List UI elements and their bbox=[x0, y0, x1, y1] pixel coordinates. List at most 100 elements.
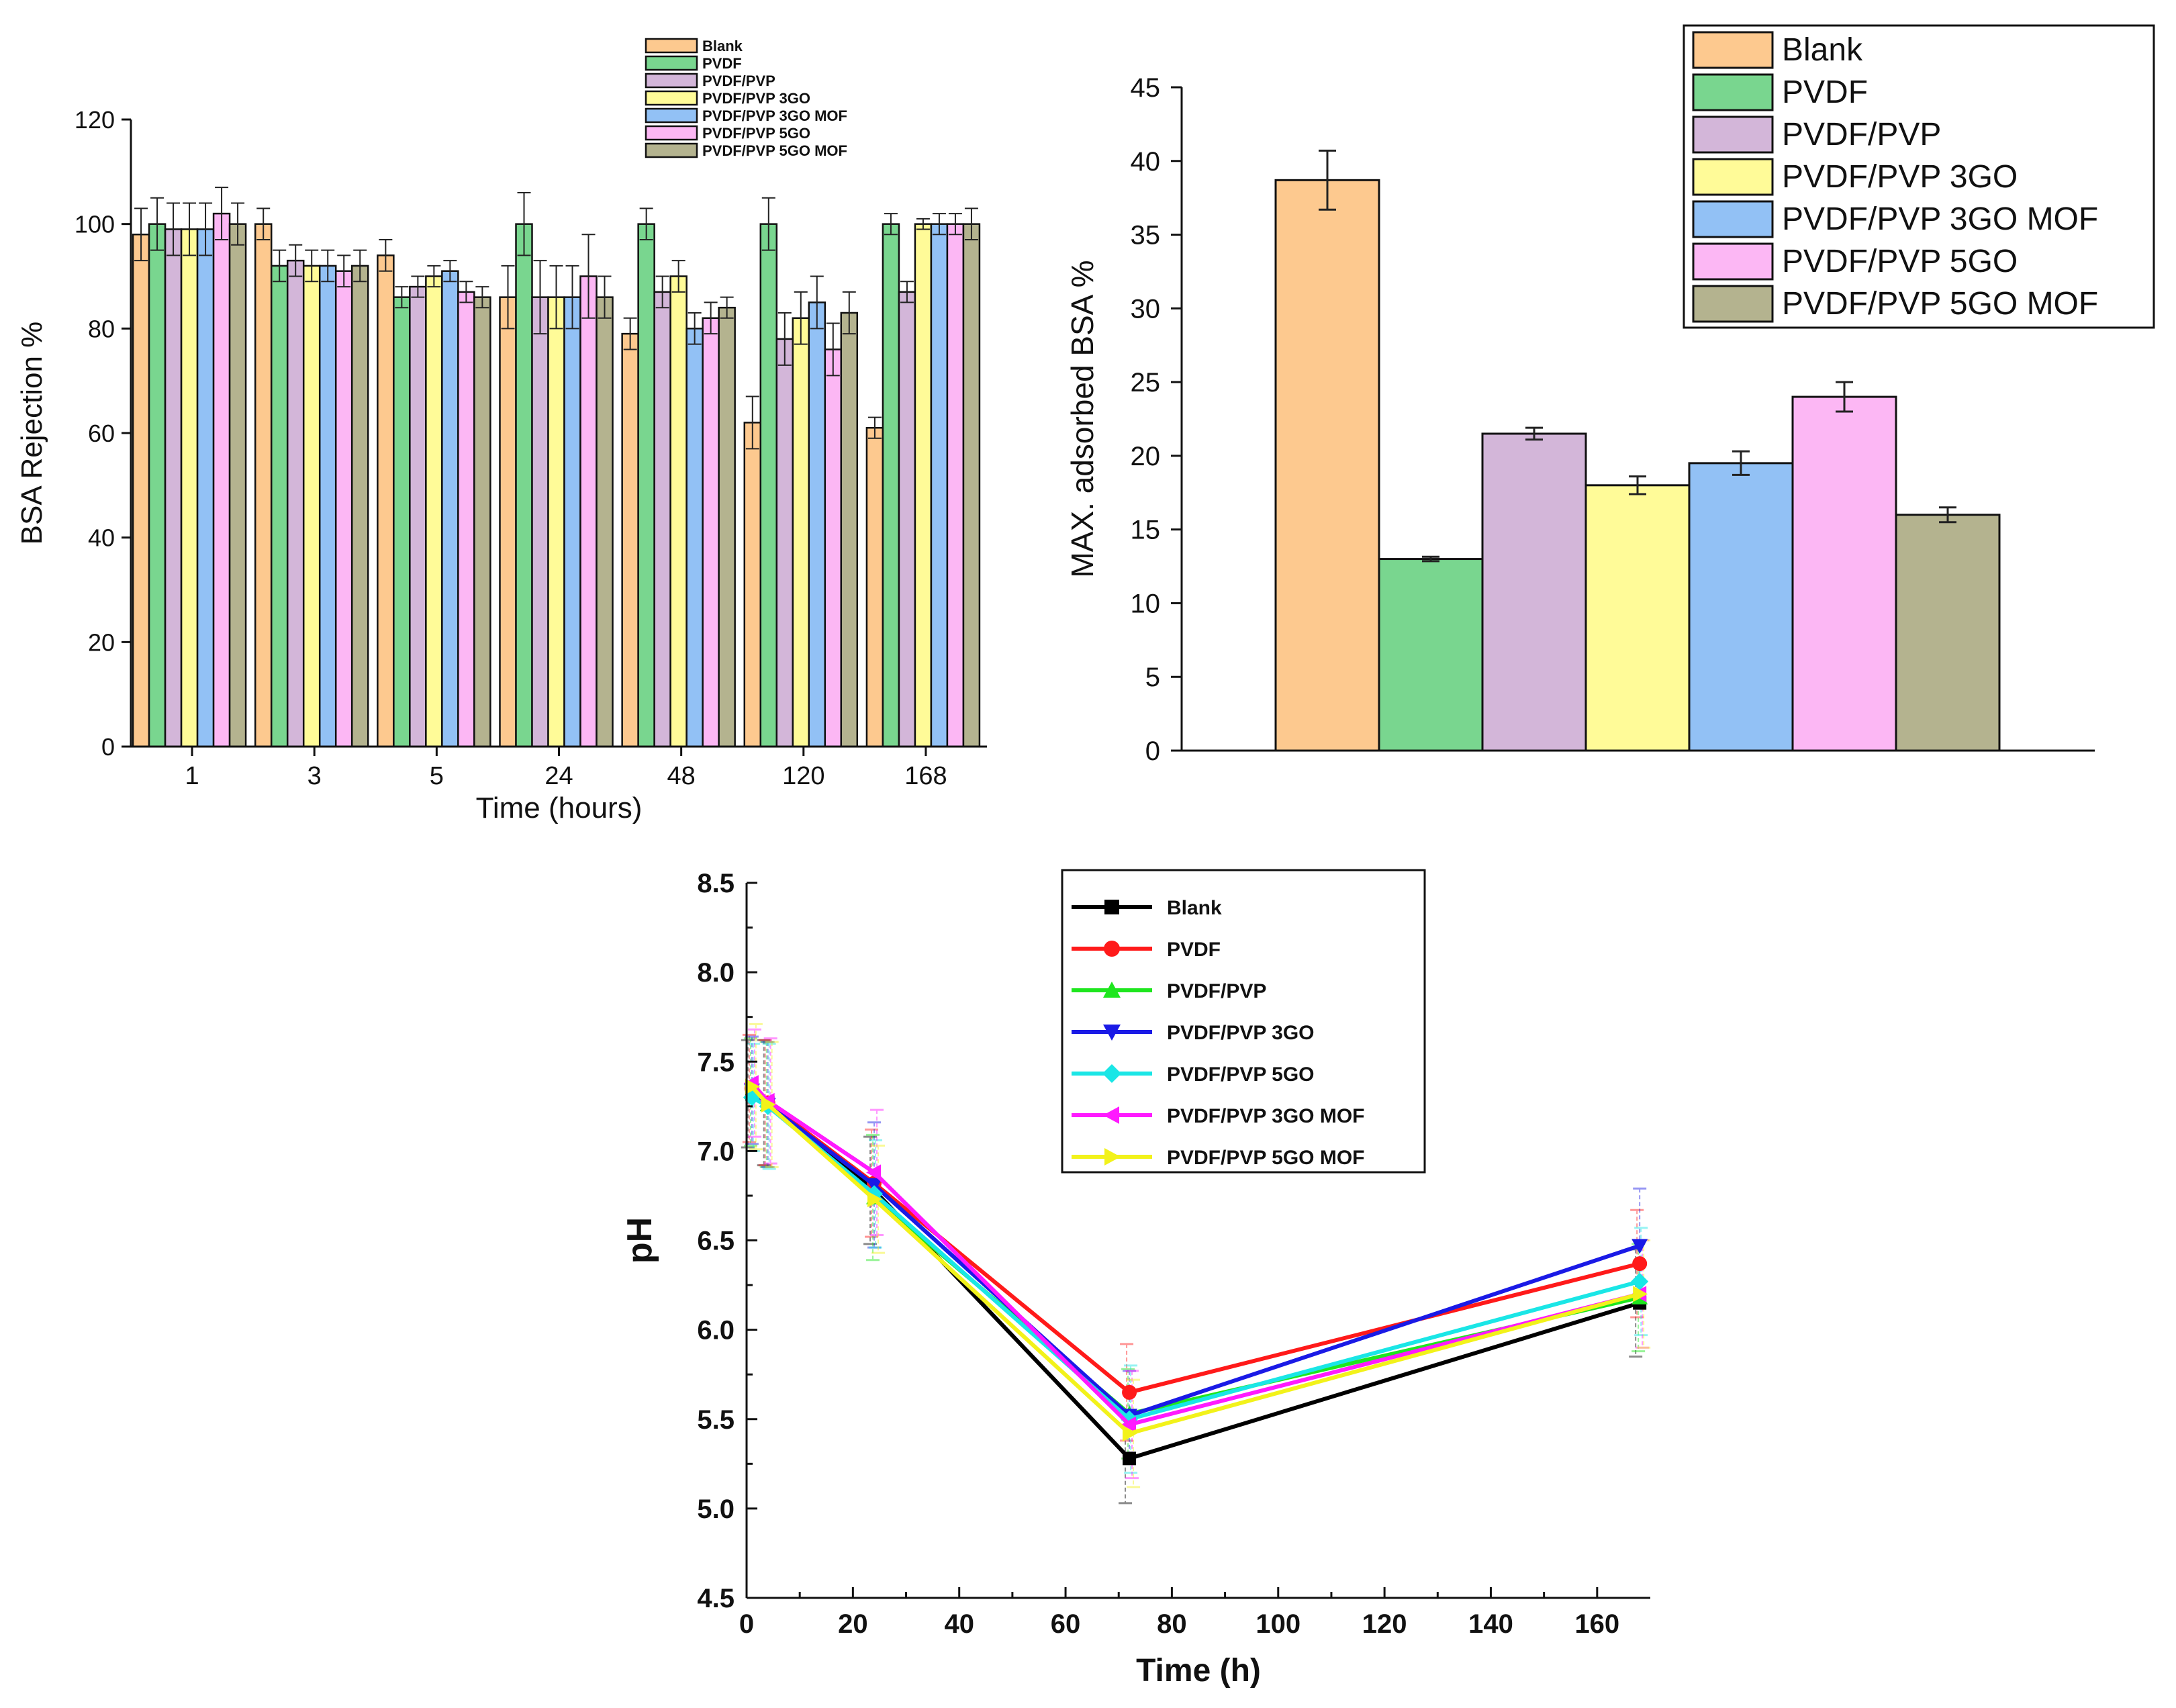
legend-label: PVDF bbox=[702, 55, 742, 72]
x-tick-label: 24 bbox=[545, 762, 573, 790]
bar bbox=[254, 223, 273, 748]
error-bar bbox=[256, 207, 271, 241]
max-adsorbed-bsa-chart: 0 5 10 15 20 25 30 35 40 45 MAX. adsorbed BSA % Bla… bbox=[1065, 24, 2155, 766]
legend-swatch bbox=[645, 55, 698, 71]
y-tick-label: 15 bbox=[1131, 516, 1161, 545]
bar bbox=[531, 296, 549, 748]
bar bbox=[865, 426, 884, 748]
error-bar bbox=[501, 265, 515, 330]
y-tick-label: 30 bbox=[1131, 294, 1161, 324]
x-axis-label: Time (hours) bbox=[476, 792, 643, 824]
x-tick-label: 100 bbox=[1256, 1609, 1300, 1639]
bar bbox=[824, 348, 843, 748]
marker-diamond bbox=[1102, 1064, 1121, 1083]
bar bbox=[1688, 462, 1794, 752]
bar bbox=[164, 228, 183, 748]
bar bbox=[669, 275, 688, 748]
y-axis-label: pH bbox=[620, 1217, 659, 1264]
legend-swatch bbox=[1692, 285, 1774, 323]
y-tick-label: 10 bbox=[1131, 589, 1161, 618]
error-bar bbox=[1422, 555, 1439, 563]
bar bbox=[318, 265, 337, 748]
y-tick-label: 6.0 bbox=[697, 1316, 735, 1345]
legend-label: PVDF/PVP 5GO bbox=[702, 125, 810, 142]
bar bbox=[441, 270, 459, 748]
error-bar bbox=[871, 1144, 886, 1254]
legend-swatch bbox=[645, 125, 698, 141]
x-tick-label: 120 bbox=[782, 762, 824, 790]
x-tick-label: 20 bbox=[838, 1609, 868, 1639]
error-bar bbox=[826, 322, 840, 377]
bar bbox=[808, 301, 826, 748]
bar bbox=[563, 296, 581, 748]
error-bar bbox=[869, 1139, 883, 1249]
bar bbox=[1584, 484, 1691, 752]
marker-triangle-left bbox=[1103, 1106, 1119, 1124]
error-bar bbox=[289, 244, 303, 277]
error-bar bbox=[742, 1033, 756, 1143]
error-bar bbox=[1525, 426, 1543, 441]
marker-triangle-up bbox=[1103, 982, 1121, 998]
legend-swatch bbox=[1692, 73, 1774, 111]
legend-swatch bbox=[1692, 242, 1774, 281]
legend-label: PVDF/PVP 3GO MOF bbox=[1782, 201, 2098, 237]
bar bbox=[946, 223, 965, 748]
y-tick-label: 8.0 bbox=[697, 958, 735, 988]
legend-swatch bbox=[645, 142, 698, 158]
legend-label: PVDF bbox=[1782, 75, 1868, 110]
bar bbox=[350, 265, 369, 748]
error-bar bbox=[517, 191, 531, 256]
error-bar bbox=[655, 275, 669, 309]
error-bar bbox=[688, 312, 702, 345]
marker-triangle-down bbox=[1631, 1239, 1648, 1254]
legend-label: PVDF/PVP bbox=[1167, 980, 1266, 1002]
x-tick-label: 80 bbox=[1157, 1609, 1187, 1639]
y-tick-label: 5.5 bbox=[697, 1405, 735, 1435]
error-bar bbox=[183, 202, 197, 256]
error-bar bbox=[671, 260, 685, 293]
y-tick-label: 40 bbox=[1131, 147, 1161, 177]
y-tick-label: 4.5 bbox=[697, 1584, 735, 1613]
error-bar bbox=[964, 207, 978, 241]
bar bbox=[196, 228, 215, 748]
bar bbox=[685, 328, 704, 748]
bar bbox=[914, 223, 933, 748]
legend-box bbox=[1061, 869, 1426, 1174]
bar bbox=[499, 296, 517, 748]
x-tick-label: 120 bbox=[1362, 1609, 1407, 1639]
error-bar bbox=[353, 249, 367, 283]
x-tick-label: 40 bbox=[944, 1609, 974, 1639]
legend-label: PVDF/PVP 3GO MOF bbox=[1167, 1105, 1365, 1127]
error-bar bbox=[321, 249, 335, 283]
marker-triangle-down bbox=[1103, 1025, 1121, 1041]
legend-label: PVDF/PVP 5GO bbox=[1782, 244, 2018, 279]
y-tick-label: 7.0 bbox=[697, 1137, 735, 1166]
y-tick-label: 0 bbox=[101, 733, 115, 761]
error-bar bbox=[1629, 475, 1646, 495]
error-bar bbox=[443, 260, 457, 283]
legend-label: PVDF bbox=[1167, 939, 1221, 961]
legend-swatch bbox=[645, 107, 698, 124]
error-bar bbox=[273, 249, 287, 283]
legend-swatch bbox=[645, 38, 698, 54]
bar bbox=[473, 296, 491, 748]
bar bbox=[775, 338, 794, 748]
y-tick-label: 25 bbox=[1131, 368, 1161, 397]
error-bar bbox=[1732, 450, 1750, 476]
y-tick-label: 40 bbox=[88, 524, 115, 552]
error-bar bbox=[549, 265, 563, 330]
bar bbox=[743, 422, 762, 748]
error-bar bbox=[231, 202, 245, 246]
x-tick-label: 160 bbox=[1574, 1609, 1619, 1639]
bar bbox=[653, 291, 671, 748]
bar bbox=[409, 285, 427, 748]
bar bbox=[898, 291, 916, 748]
bar bbox=[302, 265, 321, 748]
error-bar bbox=[948, 213, 962, 236]
error-bar bbox=[581, 234, 596, 319]
bar bbox=[393, 296, 411, 748]
error-bar bbox=[720, 296, 734, 319]
bar bbox=[377, 254, 395, 748]
